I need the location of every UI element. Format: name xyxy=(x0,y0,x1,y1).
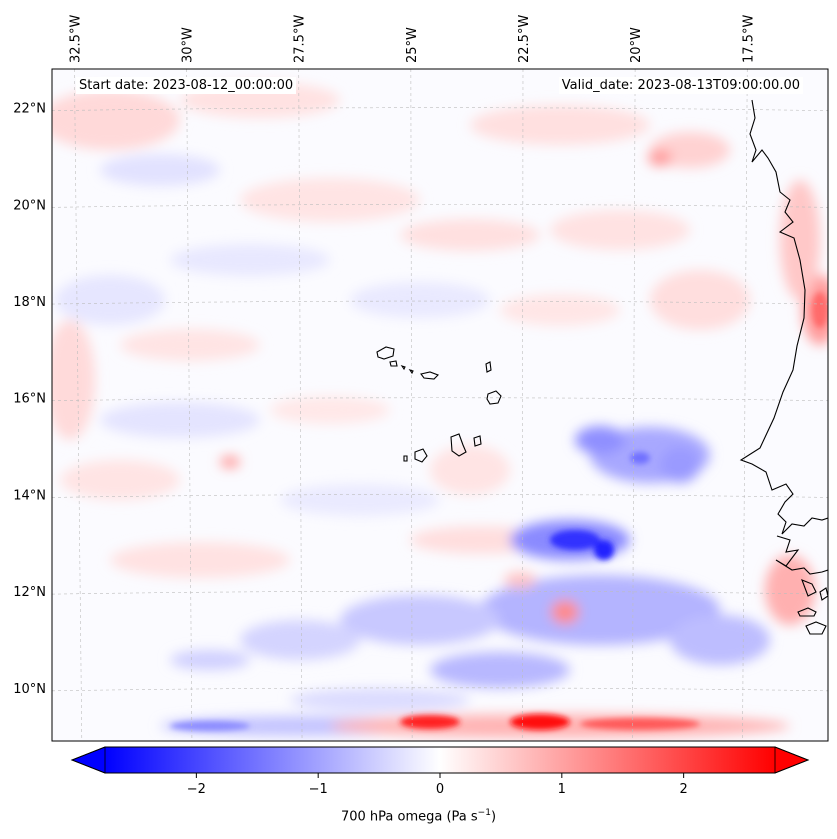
colorbar-ticks: −2 −1 0 1 2 xyxy=(187,773,688,797)
latitude-tick-label: 14°N xyxy=(13,488,46,503)
latitude-tick-label: 22°N xyxy=(13,102,46,117)
colorbar-outline xyxy=(70,746,810,774)
meridian-line xyxy=(742,69,748,741)
colorbar-label: 700 hPa omega (Pa s−1) xyxy=(0,808,837,824)
longitude-tick-label: 25°W xyxy=(405,27,420,63)
parallel-line xyxy=(52,107,828,111)
colorbar-label-suffix: ) xyxy=(490,809,497,825)
colorbar-extend-low xyxy=(70,746,106,774)
parallel-line xyxy=(52,300,828,305)
colorbar-tick-label: 1 xyxy=(558,782,566,797)
longitude-tick-label: 27.5°W xyxy=(293,15,308,63)
start-date-label: Start date: 2023-08-12_00:00:00 xyxy=(76,77,297,94)
longitude-tick-label: 22.5°W xyxy=(517,15,532,63)
valid-date-label: Valid_date: 2023-08-13T09:00:00.00 xyxy=(558,77,803,94)
latitude-tick-label: 10°N xyxy=(13,682,46,697)
latitude-tick-label: 12°N xyxy=(13,585,46,600)
meridian-line xyxy=(410,69,413,741)
parallel-line xyxy=(52,204,828,208)
cape-verde-islands xyxy=(376,346,502,463)
longitude-tick-label: 20°W xyxy=(629,27,644,63)
colorbar-label-exponent: −1 xyxy=(477,808,491,818)
latitude-labels: 22°N 20°N 18°N 16°N 14°N 12°N 10°N xyxy=(13,102,46,697)
latitude-tick-label: 18°N xyxy=(13,295,46,310)
colorbar-label-text: 700 hPa omega (Pa s xyxy=(340,809,478,825)
longitude-labels: 32.5°W 30°W 27.5°W 25°W 22.5°W 20°W 17.5°W xyxy=(68,15,756,63)
omega-cores xyxy=(170,292,828,731)
parallel-line xyxy=(52,590,828,595)
colorbar-gradient xyxy=(105,747,775,773)
map-panel xyxy=(52,69,828,741)
colorbar-tick-label: −2 xyxy=(187,782,206,797)
colorbar-tick-label: −1 xyxy=(309,782,328,797)
parallel-line xyxy=(52,494,828,498)
colorbar: −2 −1 0 1 2 xyxy=(70,746,810,797)
latitude-tick-label: 20°N xyxy=(13,198,46,213)
colorbar-tick-label: 2 xyxy=(679,782,687,797)
colorbar-extend-high xyxy=(774,746,810,774)
meridian-line xyxy=(521,69,524,741)
colorbar-tick-label: 0 xyxy=(436,782,444,797)
longitude-tick-label: 30°W xyxy=(181,27,196,63)
meridian-line xyxy=(74,69,83,741)
parallel-line xyxy=(52,687,828,692)
latitude-tick-label: 16°N xyxy=(13,392,46,407)
map-frame xyxy=(51,68,829,742)
longitude-tick-label: 32.5°W xyxy=(68,15,83,63)
longitude-tick-label: 17.5°W xyxy=(741,15,756,63)
gridlines xyxy=(52,69,828,741)
african-coastline xyxy=(739,99,828,635)
parallel-line xyxy=(52,397,828,402)
meridian-line xyxy=(632,69,636,741)
meridian-line xyxy=(186,69,193,741)
meridian-line xyxy=(298,69,303,741)
